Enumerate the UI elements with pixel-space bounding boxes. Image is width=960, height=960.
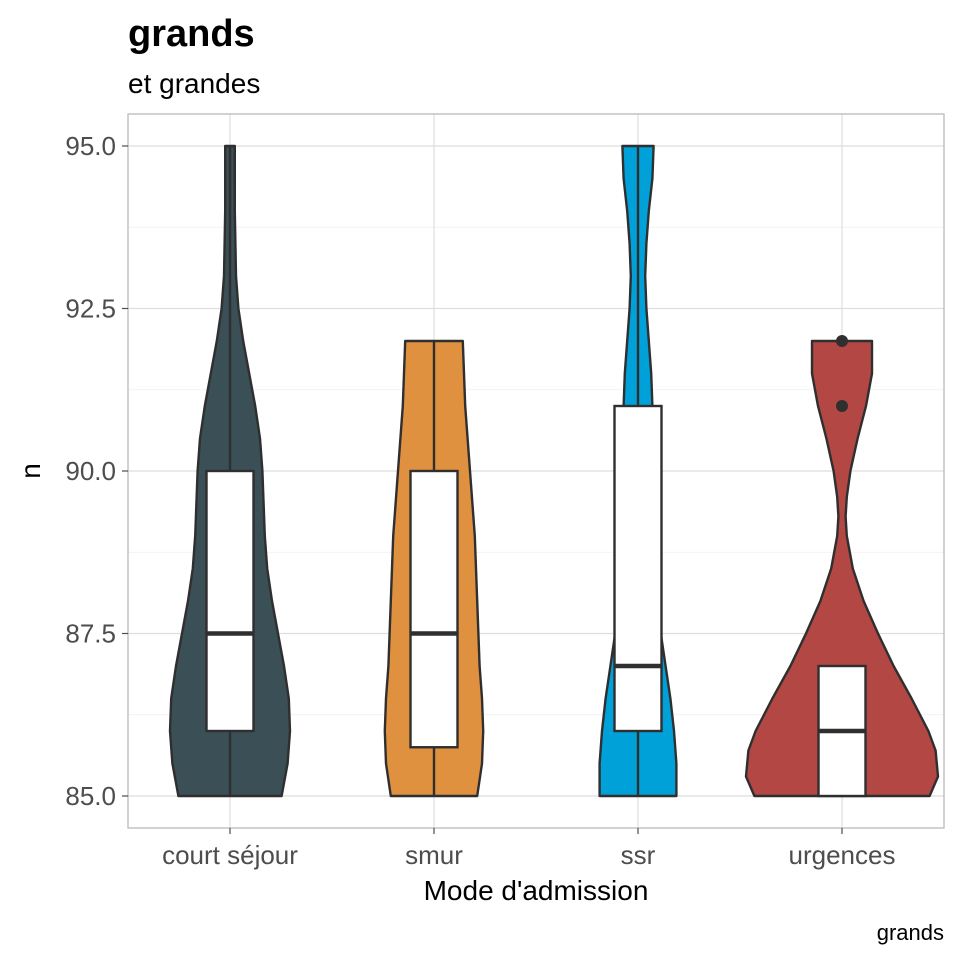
chart-subtitle: et grandes bbox=[128, 68, 260, 99]
x-axis-ticks: court séjour smur ssr urgences bbox=[162, 828, 895, 870]
violin-group bbox=[598, 144, 678, 798]
violin-group bbox=[383, 339, 485, 798]
violin-group bbox=[168, 144, 292, 798]
y-tick-label: 92.5 bbox=[65, 294, 116, 324]
y-tick-label: 90.0 bbox=[65, 456, 116, 486]
chart-caption: grands bbox=[877, 920, 944, 945]
box-iqr bbox=[613, 404, 663, 733]
y-tick-label: 85.0 bbox=[65, 781, 116, 811]
violin-shape bbox=[744, 339, 940, 798]
x-tick-label: ssr bbox=[621, 840, 656, 870]
x-axis-label: Mode d'admission bbox=[424, 875, 649, 906]
y-axis-label: n bbox=[15, 463, 46, 479]
outlier-point bbox=[836, 400, 848, 412]
x-tick-label: urgences bbox=[789, 840, 896, 870]
outlier-point bbox=[836, 335, 848, 347]
violins bbox=[168, 144, 940, 798]
x-tick-label: smur bbox=[405, 840, 463, 870]
y-tick-label: 95.0 bbox=[65, 131, 116, 161]
chart-title: grands bbox=[128, 13, 255, 55]
violin-group bbox=[744, 335, 940, 798]
box-iqr bbox=[205, 469, 255, 733]
y-tick-label: 87.5 bbox=[65, 619, 116, 649]
y-axis-ticks: 85.0 87.5 90.0 92.5 95.0 bbox=[65, 131, 128, 811]
x-tick-label: court séjour bbox=[162, 840, 298, 870]
box-iqr bbox=[409, 469, 459, 749]
